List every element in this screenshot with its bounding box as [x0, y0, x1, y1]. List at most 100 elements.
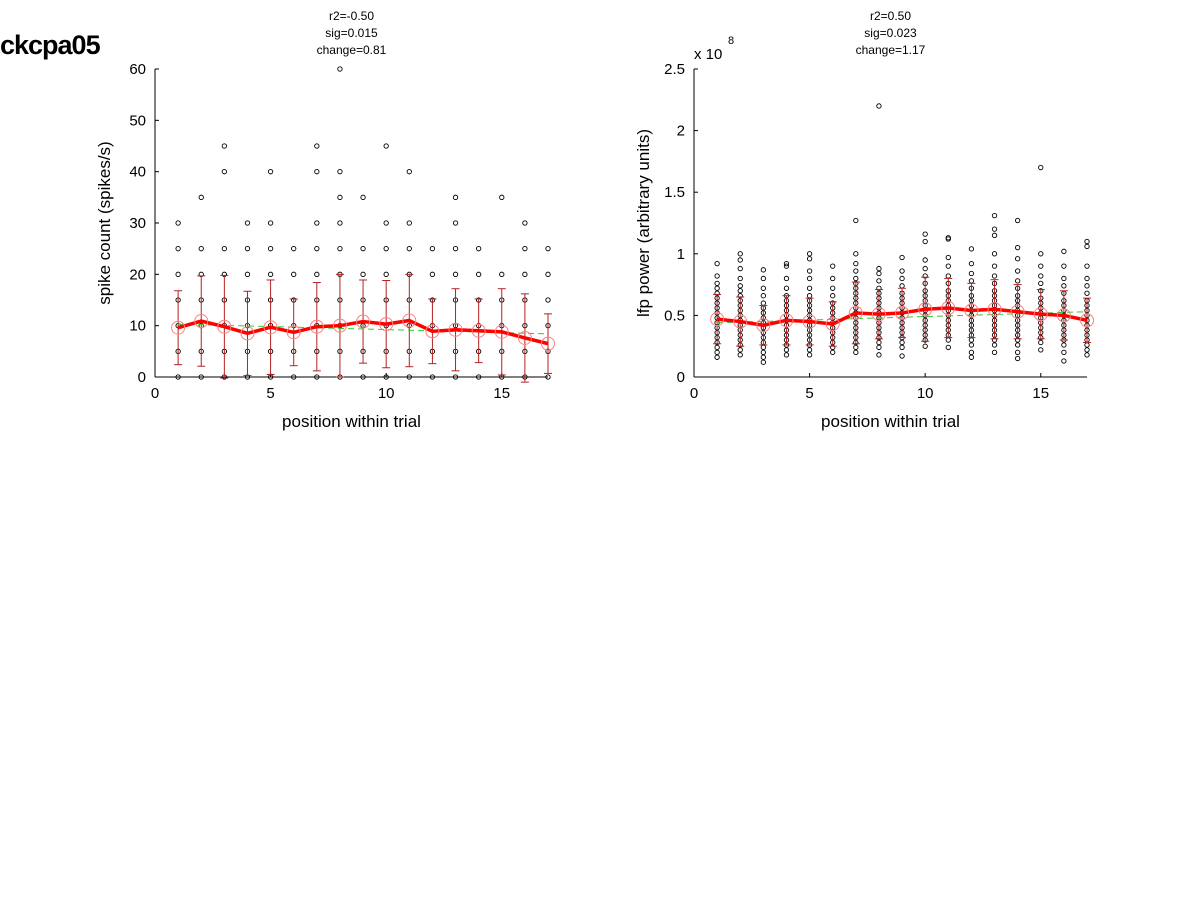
scatter-point: [1038, 273, 1044, 279]
scatter-point: [522, 271, 528, 277]
scatter-point: [945, 254, 951, 261]
scatter-point: [314, 169, 320, 175]
scatter-point: [1084, 352, 1090, 358]
y-tick-label: 0.5: [664, 307, 685, 324]
scatter-point: [221, 169, 228, 175]
scatter-point: [806, 256, 813, 262]
scatter-point: [175, 220, 181, 226]
scatter-point: [991, 226, 998, 232]
scatter-point: [1084, 347, 1090, 353]
scatter-point: [991, 273, 998, 279]
x-tick-label: 0: [151, 385, 159, 402]
scatter-point: [876, 352, 882, 358]
scatter-point: [475, 374, 482, 380]
x-tick-label: 0: [690, 385, 698, 402]
scatter-point: [714, 349, 720, 356]
mean-marker: [710, 312, 725, 327]
scatter-point: [830, 285, 836, 291]
scatter-point: [737, 352, 743, 358]
y-axis-label: lfp power (arbitrary units): [634, 129, 653, 317]
scatter-point: [360, 246, 366, 252]
scatter-point: [783, 347, 790, 353]
scatter-point: [383, 220, 389, 226]
mean-marker: [848, 305, 863, 320]
scatter-point: [406, 374, 412, 380]
mean-marker: [402, 313, 417, 328]
y-axis-label: spike count (spikes/s): [95, 141, 114, 304]
x-tick-label: 15: [493, 385, 510, 402]
scatter-point: [406, 169, 412, 175]
scatter-point: [360, 271, 366, 277]
mean-marker: [332, 318, 347, 333]
y-tick-label: 20: [129, 266, 146, 283]
scatter-point: [945, 337, 951, 343]
mean-marker: [379, 317, 394, 332]
scatter-point: [452, 194, 459, 200]
scatter-point: [291, 246, 297, 252]
stat-line: r2=0.50: [870, 9, 911, 23]
scatter-point: [991, 349, 998, 356]
scatter-point: [991, 342, 998, 348]
scatter-point: [221, 143, 228, 149]
scatter-point: [853, 251, 859, 257]
scatter-point: [1061, 349, 1067, 356]
mean-marker: [941, 301, 956, 316]
scatter-point: [1014, 244, 1021, 251]
scatter-point: [760, 300, 767, 306]
scatter-point: [452, 374, 459, 380]
scatter-point: [830, 349, 836, 356]
scatter-point: [760, 267, 767, 273]
mean-marker: [964, 303, 979, 318]
scatter-point: [1084, 290, 1090, 296]
scatter-point: [1061, 263, 1067, 269]
mean-marker: [871, 307, 886, 322]
mean-marker: [286, 325, 301, 340]
scatter-point: [922, 265, 928, 272]
mean-marker: [918, 302, 933, 317]
scatter-point: [1014, 217, 1021, 224]
mean-marker: [541, 336, 555, 351]
scatter-point: [406, 220, 412, 226]
scatter-point: [760, 293, 767, 299]
scatter-point: [1014, 278, 1021, 284]
scatter-point: [198, 194, 204, 200]
scatter-point: [314, 246, 320, 252]
scatter-point: [291, 374, 297, 380]
scatter-point: [406, 246, 412, 252]
scatter-point: [360, 194, 366, 200]
mean-marker: [448, 322, 463, 337]
mean-marker: [471, 323, 486, 338]
scatter-point: [922, 257, 928, 263]
scatter-point: [806, 268, 813, 274]
scatter-point: [1084, 238, 1090, 245]
scatter-point: [383, 246, 389, 252]
scatter-point: [545, 246, 551, 252]
y-tick-label: 60: [129, 61, 146, 78]
scatter-point: [899, 268, 905, 274]
scatter-point: [314, 271, 320, 277]
exponent-label: x 10: [694, 46, 722, 63]
scatter-point: [922, 343, 928, 349]
scatter-point: [922, 238, 928, 245]
mean-marker: [987, 302, 1002, 317]
y-tick-label: 1: [677, 246, 685, 263]
scatter-point: [968, 261, 975, 267]
scatter-point: [737, 251, 743, 257]
scatter-point: [968, 349, 975, 356]
y-tick-label: 10: [129, 318, 146, 335]
scatter-point: [760, 359, 767, 365]
mean-marker: [756, 318, 771, 333]
scatter-point: [714, 354, 720, 360]
stat-line: sig=0.015: [325, 26, 378, 40]
mean-marker: [309, 319, 324, 334]
scatter-point: [737, 288, 743, 294]
scatter-point: [429, 246, 436, 252]
stat-line: sig=0.023: [864, 26, 917, 40]
y-tick-label: 50: [129, 112, 146, 129]
scatter-point: [452, 271, 459, 277]
scatter-point: [1084, 275, 1090, 282]
scatter-point: [337, 169, 343, 175]
mean-marker: [171, 320, 186, 335]
scatter-point: [545, 374, 551, 380]
scatter-point: [337, 66, 343, 72]
